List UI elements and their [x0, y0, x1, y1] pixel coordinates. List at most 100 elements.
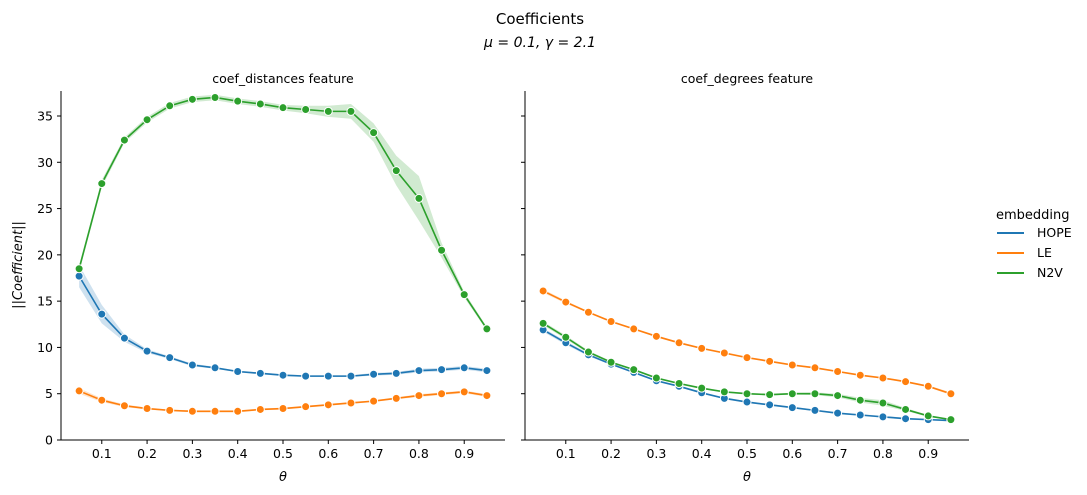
- point-hope-distances: [459, 363, 469, 373]
- point-le-degrees: [719, 348, 729, 358]
- x-tick-label: 0.5: [737, 446, 757, 461]
- point-le-distances: [210, 406, 220, 416]
- point-le-degrees: [878, 373, 888, 383]
- point-hope-distances: [369, 369, 379, 379]
- y-tick-label: 25: [37, 201, 53, 216]
- point-n2v-distances: [414, 193, 424, 203]
- point-n2v-distances: [278, 103, 288, 113]
- point-le-distances: [482, 391, 492, 401]
- point-le-distances: [346, 398, 356, 408]
- figure-subtitle: μ = 0.1, γ = 2.1: [483, 35, 596, 51]
- point-hope-distances: [74, 271, 84, 281]
- x-tick-label: 0.7: [364, 446, 384, 461]
- point-hope-degrees: [855, 410, 865, 420]
- point-n2v-distances: [97, 179, 107, 189]
- point-hope-degrees: [833, 408, 843, 418]
- point-n2v-degrees: [651, 373, 661, 383]
- point-hope-distances: [210, 363, 220, 373]
- point-hope-distances: [323, 371, 333, 381]
- x-tick-label: 0.3: [182, 446, 202, 461]
- point-n2v-degrees: [833, 391, 843, 401]
- series-line-n2v-distances: [78, 96, 488, 330]
- point-hope-distances: [391, 368, 401, 378]
- point-le-degrees: [833, 366, 843, 376]
- point-le-degrees: [765, 356, 775, 366]
- point-le-degrees: [697, 343, 707, 353]
- point-n2v-degrees: [719, 387, 729, 397]
- series-line-hope-distances: [78, 275, 487, 377]
- x-tick-label: 0.9: [918, 446, 938, 461]
- point-n2v-degrees: [606, 357, 616, 367]
- x-axis-label-right: θ: [743, 470, 751, 485]
- legend-item-hope: HOPE: [997, 225, 1072, 240]
- point-n2v-degrees: [561, 332, 571, 342]
- y-tick-label: 35: [37, 108, 53, 123]
- point-le-distances: [414, 391, 424, 401]
- panel-coef-degrees: coef_degrees feature θ 0.1 0.2 0.3 0.4 0.5 0.…: [521, 71, 969, 485]
- legend-label-hope: HOPE: [1037, 225, 1072, 240]
- point-hope-distances: [482, 366, 492, 376]
- x-tick-label: 0.9: [454, 446, 474, 461]
- point-le-distances: [74, 386, 84, 396]
- point-n2v-degrees: [946, 415, 956, 425]
- point-n2v-degrees: [742, 389, 752, 399]
- point-hope-distances: [255, 368, 265, 378]
- band-n2v-distances: [79, 94, 487, 331]
- point-le-degrees: [787, 360, 797, 370]
- point-n2v-distances: [323, 106, 333, 116]
- point-hope-distances: [346, 371, 356, 381]
- band-hope-distances: [79, 265, 487, 378]
- point-n2v-distances: [369, 128, 379, 138]
- point-le-degrees: [651, 331, 661, 341]
- band-hope-degrees: [543, 327, 951, 422]
- point-n2v-distances: [187, 94, 197, 104]
- x-tick-label: 0.7: [828, 446, 848, 461]
- point-le-distances: [278, 404, 288, 414]
- point-le-degrees: [674, 338, 684, 348]
- point-hope-degrees: [810, 405, 820, 415]
- x-tick-label: 0.2: [601, 446, 621, 461]
- point-le-distances: [323, 400, 333, 410]
- point-n2v-distances: [482, 324, 492, 334]
- legend-item-n2v: N2V: [997, 265, 1063, 280]
- panel-title-coef-distances: coef_distances feature: [212, 71, 354, 86]
- point-le-distances: [459, 387, 469, 397]
- point-n2v-degrees: [923, 411, 933, 421]
- x-tick-label: 0.6: [782, 446, 802, 461]
- point-n2v-degrees: [787, 389, 797, 399]
- point-le-distances: [97, 395, 107, 405]
- point-hope-distances: [233, 366, 243, 376]
- point-n2v-distances: [255, 99, 265, 109]
- point-le-degrees: [946, 389, 956, 399]
- point-le-degrees: [855, 370, 865, 380]
- point-n2v-distances: [391, 166, 401, 176]
- point-le-distances: [233, 406, 243, 416]
- point-hope-degrees: [742, 397, 752, 407]
- point-le-degrees: [606, 317, 616, 327]
- point-le-degrees: [538, 286, 548, 296]
- x-axis-label-left: θ: [279, 470, 287, 485]
- point-hope-distances: [119, 333, 129, 343]
- point-n2v-degrees: [810, 389, 820, 399]
- point-le-distances: [255, 404, 265, 414]
- legend-label-n2v: N2V: [1037, 265, 1063, 280]
- point-n2v-degrees: [765, 390, 775, 400]
- point-hope-distances: [301, 371, 311, 381]
- point-n2v-degrees: [878, 398, 888, 408]
- band-n2v-degrees: [543, 321, 951, 421]
- point-hope-distances: [437, 365, 447, 375]
- point-n2v-degrees: [901, 404, 911, 414]
- point-n2v-degrees: [538, 318, 548, 328]
- point-n2v-degrees: [583, 347, 593, 357]
- series-line-le-degrees: [542, 290, 952, 395]
- point-hope-distances: [97, 309, 107, 319]
- legend-title: embedding: [996, 208, 1070, 223]
- point-hope-degrees: [787, 403, 797, 413]
- y-tick-label: 15: [37, 294, 53, 309]
- point-n2v-distances: [233, 96, 243, 106]
- point-n2v-distances: [437, 245, 447, 255]
- x-tick-label: 0.1: [556, 446, 576, 461]
- x-tick-label: 0.8: [409, 446, 429, 461]
- point-hope-distances: [414, 366, 424, 376]
